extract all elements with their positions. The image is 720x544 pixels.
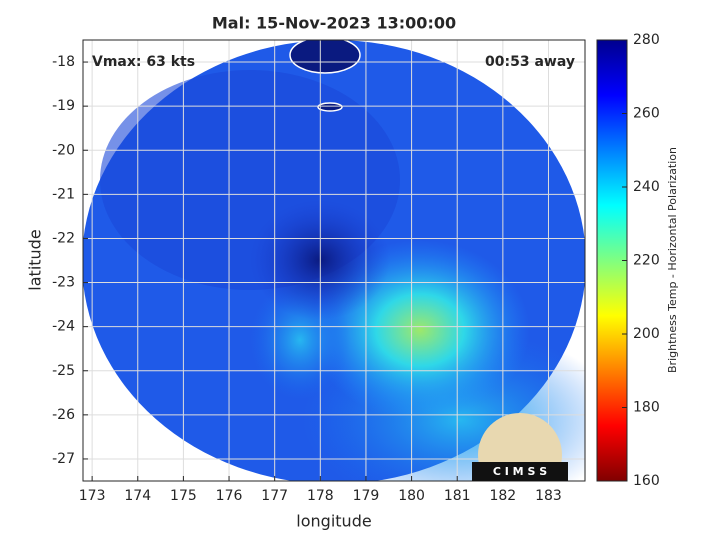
chart-title: Mal: 15-Nov-2023 13:00:00 bbox=[212, 14, 456, 33]
y-axis-label: latitude bbox=[26, 229, 45, 290]
x-tick-label: 173 bbox=[79, 488, 106, 504]
x-tick-label: 181 bbox=[444, 488, 471, 504]
y-tick-label: -22 bbox=[52, 230, 75, 246]
axes: 173 174 175 176 177 178 179 180 181 182 183 -18 -19 -… bbox=[52, 40, 585, 504]
x-tick-label: 177 bbox=[261, 488, 288, 504]
colorbar-tick-label: 160 bbox=[633, 473, 660, 489]
colorbar-tick-label: 280 bbox=[633, 32, 660, 48]
y-tick-label: -19 bbox=[52, 98, 75, 114]
colorbar-tick-label: 220 bbox=[633, 253, 660, 269]
x-tick-label: 175 bbox=[170, 488, 197, 504]
x-tick-label: 176 bbox=[216, 488, 243, 504]
y-tick-label: -23 bbox=[52, 275, 75, 291]
y-tick-label: -21 bbox=[52, 186, 75, 202]
x-tick-label: 179 bbox=[353, 488, 380, 504]
x-axis-label: longitude bbox=[296, 512, 371, 531]
logo: C I M S S bbox=[472, 413, 568, 481]
annotation: Vmax: 63 kts bbox=[92, 54, 195, 70]
colorbar-label: Brightness Temp - Horizontal Polarizatio… bbox=[666, 147, 679, 373]
y-tick-label: -24 bbox=[52, 319, 75, 335]
colorbar-tick-label: 240 bbox=[633, 179, 660, 195]
x-tick-label: 180 bbox=[398, 488, 425, 504]
y-tick-label: -27 bbox=[52, 451, 75, 467]
colorbar-tick-label: 260 bbox=[633, 106, 660, 122]
plot-frame bbox=[82, 39, 586, 482]
colorbar-tick-label: 200 bbox=[633, 326, 660, 342]
annotation: 00:53 away bbox=[485, 54, 575, 70]
logo-text: C I M S S bbox=[493, 465, 547, 478]
x-tick-label: 183 bbox=[535, 488, 562, 504]
x-tick-label: 182 bbox=[489, 488, 516, 504]
x-tick-label: 174 bbox=[124, 488, 151, 504]
y-tick-label: -26 bbox=[52, 407, 75, 423]
x-tick-label: 178 bbox=[307, 488, 334, 504]
y-tick-label: -25 bbox=[52, 363, 75, 379]
y-tick-label: -18 bbox=[52, 54, 75, 70]
colorbar-tick-label: 180 bbox=[633, 400, 660, 416]
y-tick-label: -20 bbox=[52, 142, 75, 158]
